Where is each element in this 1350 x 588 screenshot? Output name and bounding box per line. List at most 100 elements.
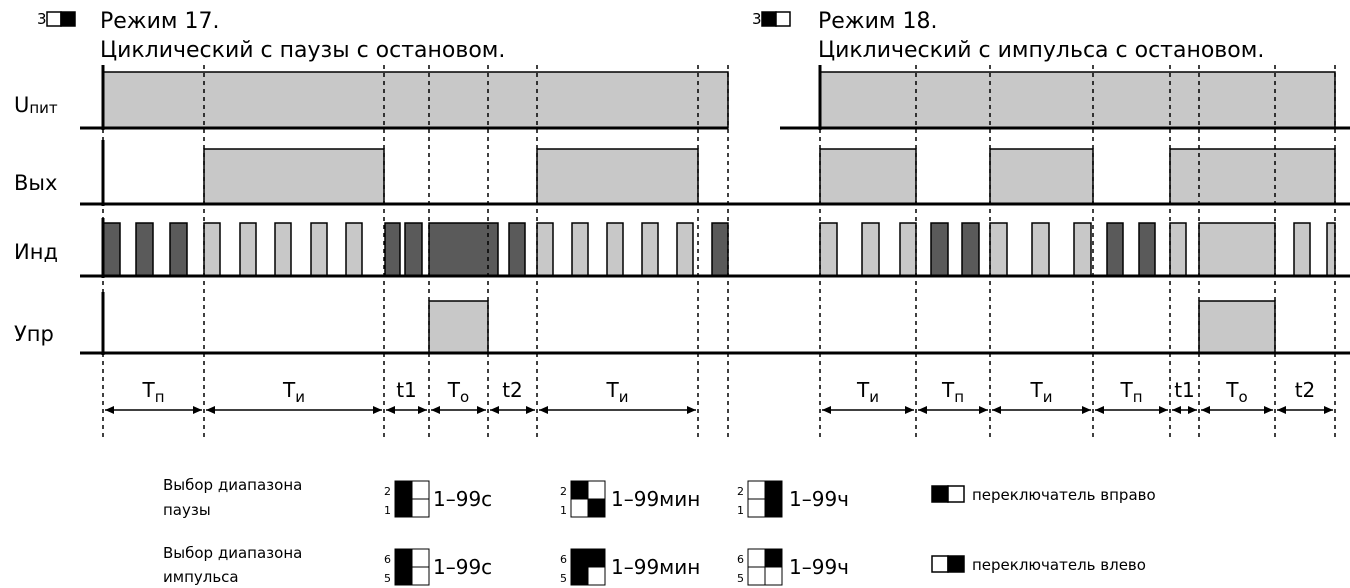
arrowhead-right-icon	[477, 406, 486, 414]
period-label-sub: п	[1133, 388, 1143, 406]
arrowhead-left-icon	[431, 406, 440, 414]
pause-minutes-switch-icon: 2 1	[560, 480, 606, 518]
indicator-pulse	[1106, 222, 1124, 277]
period-label-main: t1	[396, 378, 417, 402]
period-label-sub: п	[954, 388, 964, 406]
legend-switch-left: переключатель влево	[972, 556, 1146, 574]
output-block	[1169, 148, 1336, 205]
output-block	[819, 148, 917, 205]
arrowhead-left-icon	[105, 406, 114, 414]
svg-text:6: 6	[737, 553, 744, 566]
period-label: Tи	[606, 378, 629, 406]
switch-left-legend-icon	[931, 555, 965, 573]
signal-label-control: Упр	[14, 322, 54, 346]
period-label: Tо	[447, 378, 469, 406]
indicator-pulse	[345, 222, 363, 277]
period-label-main: T	[447, 378, 461, 402]
indicator-pulse	[899, 222, 917, 277]
indicator-pulse	[711, 222, 729, 277]
arrowhead-left-icon	[386, 406, 395, 414]
mode17-switch-number: 3	[37, 10, 47, 28]
legend-pause-line1: Выбор диапазона	[163, 476, 302, 494]
period-label-main: T	[1030, 378, 1044, 402]
mode18-switch-number: 3	[752, 10, 762, 28]
output-block	[989, 148, 1094, 205]
mode17-header: 3 Режим 17. Циклический с паузы с остано…	[37, 9, 505, 63]
indicator-pulse	[1169, 222, 1187, 277]
period-label: t1	[396, 378, 417, 402]
arrowhead-left-icon	[822, 406, 831, 414]
arrowhead-right-icon	[1324, 406, 1333, 414]
arrowhead-right-icon	[526, 406, 535, 414]
indicator-pulse	[508, 222, 526, 277]
arrowhead-right-icon	[1188, 406, 1197, 414]
indicator-pulse	[536, 222, 554, 277]
period-label-main: t2	[1295, 378, 1316, 402]
pulse-minutes-range: 1–99мин	[611, 555, 700, 579]
pulse-hours-range: 1–99ч	[789, 555, 849, 579]
pause-hours-range: 1–99ч	[789, 487, 849, 511]
indicator-pulse	[989, 222, 1008, 277]
pause-minutes-range: 1–99мин	[611, 487, 700, 511]
pause-seconds-range: 1–99с	[433, 487, 492, 511]
svg-text:1: 1	[737, 504, 744, 517]
signal-label-supply-main: U	[14, 93, 29, 117]
indicator-pulse	[571, 222, 589, 277]
indicator-pulse	[819, 222, 838, 277]
svg-text:1: 1	[384, 504, 391, 517]
output-block	[536, 148, 699, 205]
arrowhead-left-icon	[1201, 406, 1210, 414]
period-label: Tи	[856, 378, 879, 406]
indicator-pulse	[1138, 222, 1156, 277]
pulse-seconds-range: 1–99с	[433, 555, 492, 579]
switch-right-icon	[46, 11, 76, 27]
period-label: t2	[502, 378, 523, 402]
period-label-sub: о	[1239, 388, 1248, 406]
waveforms	[102, 71, 1336, 354]
arrowhead-left-icon	[539, 406, 548, 414]
period-label: Tп	[1119, 378, 1142, 406]
period-label-sub: и	[869, 388, 879, 406]
period-label-main: T	[606, 378, 620, 402]
control-pulse	[1198, 300, 1276, 354]
arrowhead-left-icon	[1277, 406, 1286, 414]
indicator-pulse	[1073, 222, 1092, 277]
supply-block	[102, 71, 729, 129]
indicator-pulse	[641, 222, 659, 277]
period-label: Tи	[1030, 378, 1053, 406]
indicator-pulse	[606, 222, 624, 277]
indicator-steady	[1198, 222, 1276, 277]
arrowhead-right-icon	[418, 406, 427, 414]
arrowhead-right-icon	[1159, 406, 1168, 414]
period-label: t2	[1295, 378, 1316, 402]
indicator-pulse	[310, 222, 328, 277]
period-label-main: T	[1119, 378, 1133, 402]
legend: Выбор диапазона паузы Выбор диапазона им…	[163, 476, 1156, 586]
svg-text:2: 2	[560, 485, 567, 498]
period-label-main: T	[941, 378, 955, 402]
pause-hours-switch-icon: 2 1	[737, 480, 783, 518]
indicator-pulse	[861, 222, 880, 277]
period-annotations: Tп Tи t1 Tо t2 Tи Tи Tп Tи Tп t1 Tо t2	[105, 378, 1333, 414]
period-label: Tп	[141, 378, 164, 406]
arrowhead-right-icon	[1082, 406, 1091, 414]
period-label: Tп	[941, 378, 964, 406]
arrowhead-left-icon	[918, 406, 927, 414]
mode18-subtitle: Циклический с импульса с остановом.	[818, 38, 1264, 63]
control-pulse	[428, 300, 489, 354]
indicator-pulse	[1031, 222, 1050, 277]
period-label-sub: о	[460, 388, 469, 406]
indicator-pulse	[102, 222, 121, 277]
arrowhead-right-icon	[905, 406, 914, 414]
indicator-pulse	[930, 222, 949, 277]
indicator-pulse	[1293, 222, 1311, 277]
arrowhead-right-icon	[1264, 406, 1273, 414]
period-label-sub: и	[295, 388, 305, 406]
period-label-main: T	[856, 378, 870, 402]
switch-left-icon	[761, 11, 791, 27]
pulse-hours-switch-icon: 6 5	[737, 548, 783, 586]
period-label-main: T	[1225, 378, 1239, 402]
pulse-minutes-switch-icon: 6 5	[560, 548, 606, 586]
indicator-pulse	[676, 222, 694, 277]
indicator-pulse	[1326, 222, 1336, 277]
